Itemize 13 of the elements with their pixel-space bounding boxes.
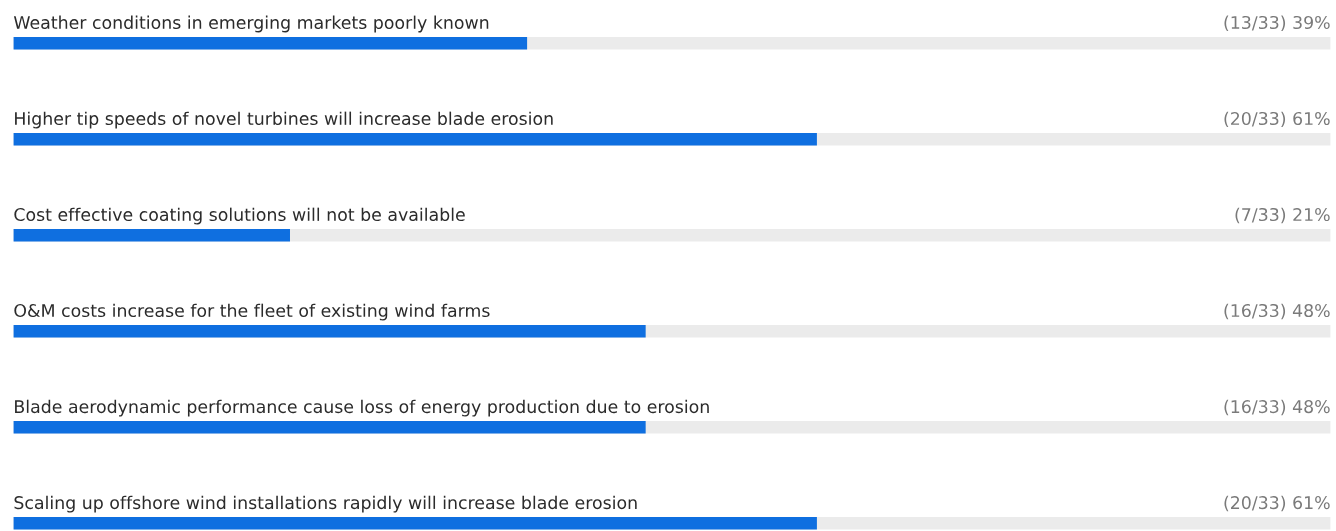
data-label: (20/33) 61% [1224, 111, 1330, 128]
y-tick-label: Higher tip speeds of novel turbines will increase blade erosion [15, 111, 553, 129]
bar [13, 229, 290, 242]
y-tick-label: Blade aerodynamic performance cause loss of energy production due to erosion [15, 399, 709, 417]
data-label: (13/33) 39% [1224, 15, 1330, 32]
y-tick-label: O&M costs increase for the fleet of existing wind farms [14, 303, 490, 321]
data-label: (7/33) 21% [1235, 207, 1330, 224]
y-tick-label: Weather conditions in emerging markets poorly known [13, 15, 489, 33]
y-tick-label: Cost effective coating solutions will not be available [14, 207, 465, 225]
data-label: (16/33) 48% [1224, 399, 1330, 416]
y-tick-label: Scaling up offshore wind installations rapidly will increase blade erosion [14, 495, 637, 513]
data-label: (20/33) 61% [1224, 495, 1330, 512]
data-label: (16/33) 48% [1224, 303, 1330, 320]
